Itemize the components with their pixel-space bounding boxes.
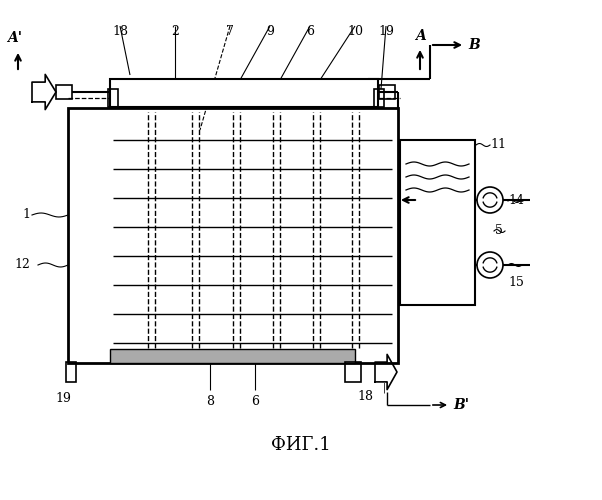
Text: 18: 18 bbox=[357, 390, 373, 403]
Text: 12: 12 bbox=[14, 258, 30, 272]
Text: 1: 1 bbox=[22, 208, 30, 222]
Text: A': A' bbox=[7, 31, 22, 45]
Text: A: A bbox=[415, 29, 426, 43]
Text: ФИГ.1: ФИГ.1 bbox=[271, 436, 331, 454]
Text: 5: 5 bbox=[495, 224, 503, 236]
Text: |: | bbox=[382, 383, 386, 393]
Text: 9: 9 bbox=[266, 25, 274, 38]
Bar bbox=[345, 362, 361, 382]
Bar bbox=[379, 85, 395, 99]
Text: 18: 18 bbox=[112, 25, 128, 38]
Text: 14: 14 bbox=[508, 194, 524, 206]
Text: B': B' bbox=[453, 398, 469, 412]
Circle shape bbox=[477, 252, 503, 278]
Bar bbox=[110, 79, 378, 107]
Text: 19: 19 bbox=[55, 392, 71, 405]
Bar bbox=[110, 349, 355, 363]
Text: 19: 19 bbox=[378, 25, 394, 38]
Bar bbox=[374, 89, 384, 107]
Text: 10: 10 bbox=[347, 25, 363, 38]
Text: 6: 6 bbox=[306, 25, 314, 38]
Circle shape bbox=[477, 187, 503, 213]
Text: 15: 15 bbox=[508, 276, 524, 289]
Text: 6: 6 bbox=[251, 395, 259, 408]
Text: 8: 8 bbox=[206, 395, 214, 408]
Text: 11: 11 bbox=[490, 138, 506, 151]
Bar bbox=[68, 108, 398, 363]
Bar bbox=[56, 85, 72, 99]
Text: B: B bbox=[468, 38, 480, 52]
Text: 2: 2 bbox=[171, 25, 179, 38]
Bar bbox=[66, 362, 76, 382]
Bar bbox=[108, 89, 118, 107]
Bar bbox=[400, 140, 475, 305]
Text: 7: 7 bbox=[226, 25, 234, 38]
